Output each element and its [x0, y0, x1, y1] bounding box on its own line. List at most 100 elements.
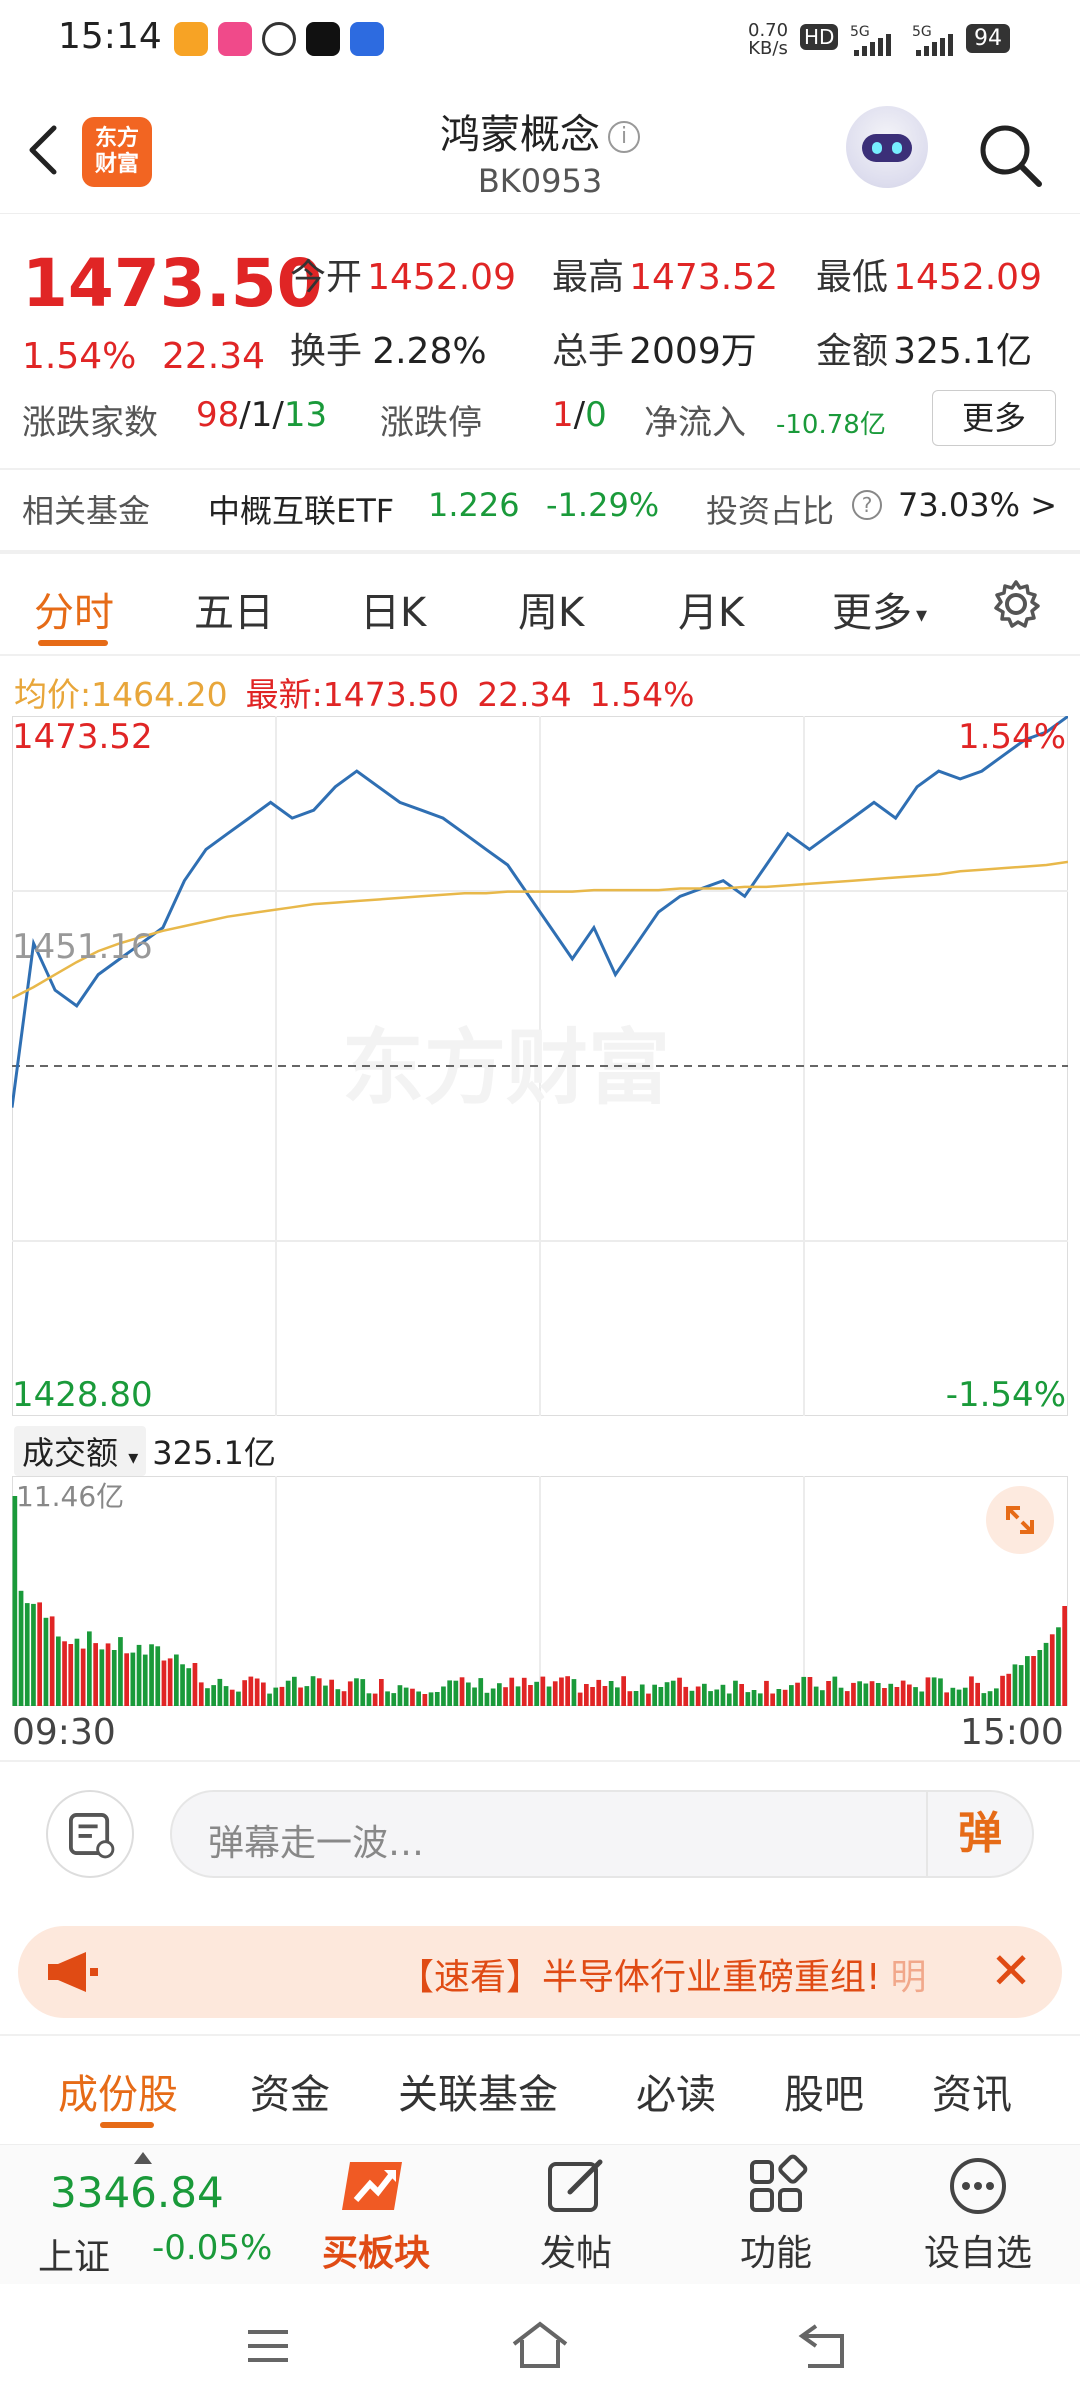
danmaku-input[interactable]: 弹幕走一波… 弹 [170, 1790, 1034, 1878]
tab-indicator [100, 2122, 154, 2128]
volume-bar [304, 1686, 310, 1706]
fund-name[interactable]: 中概互联ETF [208, 492, 395, 530]
help-icon[interactable]: ? [852, 490, 882, 520]
index-name[interactable]: 上证 [38, 2237, 111, 2278]
news-text[interactable]: 【速看】半导体行业重磅重组! 明 [398, 1957, 927, 1998]
gear-icon[interactable] [990, 578, 1042, 630]
tab-related-funds[interactable]: 关联基金 [398, 2072, 558, 2118]
volume-selector[interactable]: 成交额 ▾ 325.1亿 [14, 1426, 276, 1476]
tab-intraday[interactable]: 分时 [34, 590, 114, 636]
volume-bar [316, 1678, 322, 1706]
menu-icon[interactable] [244, 2326, 292, 2366]
volume-bar [31, 1603, 36, 1706]
tab-weekly-k[interactable]: 周K [518, 590, 585, 636]
volume-bar [913, 1687, 918, 1706]
volume-bar [962, 1687, 968, 1706]
tab-capital[interactable]: 资金 [250, 2072, 330, 2118]
volume-bar [981, 1693, 987, 1706]
back-chevron-icon[interactable] [24, 124, 64, 176]
volume-bar [459, 1677, 465, 1706]
post-button[interactable]: 发帖 [496, 2154, 656, 2276]
volume-bar [62, 1641, 67, 1706]
home-icon[interactable] [510, 2320, 570, 2370]
volume-bar [969, 1676, 974, 1706]
volume-bar [341, 1691, 347, 1706]
volume-bar [683, 1686, 689, 1706]
app-notification-icon [306, 22, 340, 56]
volume-bar [528, 1685, 533, 1706]
danmaku-settings-icon[interactable] [46, 1790, 134, 1878]
info-icon[interactable]: i [608, 121, 640, 153]
close-icon[interactable]: ✕ [990, 1942, 1032, 2000]
volume-bar [466, 1682, 471, 1706]
volume-bar [217, 1678, 223, 1706]
volume-bar [428, 1692, 434, 1706]
divider [0, 468, 1080, 470]
volume-bar [248, 1676, 254, 1706]
volume-bar [708, 1691, 713, 1706]
grid-icon [750, 2154, 808, 2212]
app-notification-icon [350, 22, 384, 56]
volume-bar [739, 1684, 744, 1706]
news-banner[interactable]: 【速看】半导体行业重磅重组! 明 ✕ [18, 1926, 1062, 2018]
volume-bar [521, 1677, 527, 1706]
tab-five-day[interactable]: 五日 [194, 590, 274, 636]
volume-bar [136, 1644, 142, 1706]
app-notification-icon [262, 22, 296, 56]
volume-bar [801, 1676, 807, 1706]
tab-constituents[interactable]: 成份股 [58, 2072, 178, 2118]
danmaku-send-button[interactable]: 弹 [926, 1792, 1032, 1876]
volume-bar [596, 1679, 602, 1706]
caret-up-icon [134, 2152, 152, 2164]
more-dots-icon [950, 2158, 1006, 2214]
volume-bar [372, 1693, 378, 1706]
netflow-value: -10.78亿 [776, 410, 886, 440]
volume-bar [994, 1688, 999, 1706]
volume-bar [118, 1637, 123, 1706]
volume-bar [447, 1680, 452, 1706]
volume-bar [167, 1658, 173, 1706]
tab-daily-k[interactable]: 日K [360, 590, 427, 636]
intraday-price-chart[interactable]: 东方财富 1473.52 1.54% 1451.16 1428.80 -1.54… [12, 716, 1068, 1416]
volume-bar [745, 1692, 751, 1706]
tab-monthly-k[interactable]: 月K [678, 590, 745, 636]
volume-bar [695, 1686, 701, 1706]
volume-bar [503, 1687, 508, 1706]
assistant-robot-icon[interactable] [846, 106, 928, 188]
volume-bar [484, 1692, 490, 1706]
volume-bar [826, 1681, 831, 1706]
volume-bar [652, 1684, 657, 1706]
add-watchlist-button[interactable]: 设自选 [898, 2154, 1058, 2276]
search-icon[interactable] [975, 120, 1045, 190]
tab-more[interactable]: 更多 ▾ [832, 590, 928, 636]
volume-bar [174, 1654, 179, 1706]
avg-row: 均价:1464.20 最新:1473.50 22.34 1.54% [14, 675, 695, 714]
functions-button[interactable]: 功能 [696, 2154, 856, 2276]
volume-bar [900, 1680, 906, 1706]
bottom-bar [0, 2144, 1080, 2284]
amount-stat: 金额 325.1亿 [816, 331, 1033, 372]
volume-bar [907, 1684, 912, 1706]
more-button[interactable]: 更多 [932, 390, 1056, 446]
volume-bar [497, 1683, 502, 1706]
tab-must-read[interactable]: 必读 [636, 2072, 716, 2118]
index-value[interactable]: 3346.84 [50, 2168, 224, 2217]
fund-ratio[interactable]: 73.03% > [898, 486, 1057, 524]
volume-bars [12, 1496, 1067, 1706]
back-icon[interactable] [796, 2322, 850, 2370]
volume-bar [18, 1590, 24, 1706]
tab-news[interactable]: 资讯 [932, 2072, 1012, 2118]
buy-board-button[interactable]: 买板块 [296, 2154, 456, 2276]
volume-bar [273, 1687, 279, 1706]
volume-bar [751, 1690, 757, 1706]
expand-icon[interactable] [986, 1486, 1054, 1554]
volume-chart[interactable]: 11.46亿 [12, 1476, 1068, 1706]
volume-bar [894, 1687, 900, 1706]
tab-forum[interactable]: 股吧 [784, 2072, 864, 2118]
volume-bar [1043, 1642, 1049, 1706]
volume-bar [99, 1649, 105, 1706]
volume-bar [149, 1644, 154, 1706]
volume-bar [919, 1691, 925, 1706]
volume-bar [938, 1678, 943, 1706]
limit-label: 涨跌停 [380, 403, 482, 443]
